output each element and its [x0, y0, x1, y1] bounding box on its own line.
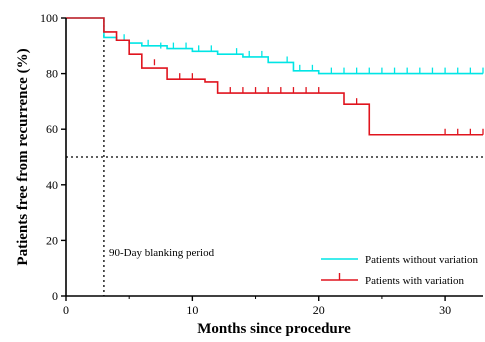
- x-tick-label: 0: [63, 303, 69, 317]
- blanking-period-annotation: 90-Day blanking period: [109, 247, 215, 259]
- axes: 0 20 40 60 80 100 0 10 20 30: [40, 11, 483, 317]
- x-tick-label: 20: [313, 303, 325, 317]
- y-axis-title: Patients free from recurrence (%): [15, 48, 31, 265]
- series-layer: [66, 17, 484, 136]
- legend: Patients without variation Patients with…: [321, 254, 479, 287]
- x-tick-label: 10: [186, 303, 198, 317]
- x-tick-label: 30: [439, 303, 451, 317]
- y-tick-label: 40: [46, 178, 58, 192]
- y-tick-label: 100: [40, 11, 58, 25]
- y-tick-label: 0: [52, 289, 58, 303]
- reference-lines: [66, 20, 483, 296]
- x-axis-title: Months since procedure: [197, 321, 351, 337]
- legend-label-with-variation: Patients with variation: [365, 275, 464, 287]
- y-tick-label: 20: [46, 233, 58, 247]
- series-line-1: [66, 17, 483, 136]
- legend-label-without-variation: Patients without variation: [365, 254, 479, 266]
- y-tick-label: 80: [46, 67, 58, 81]
- y-tick-label: 60: [46, 122, 58, 136]
